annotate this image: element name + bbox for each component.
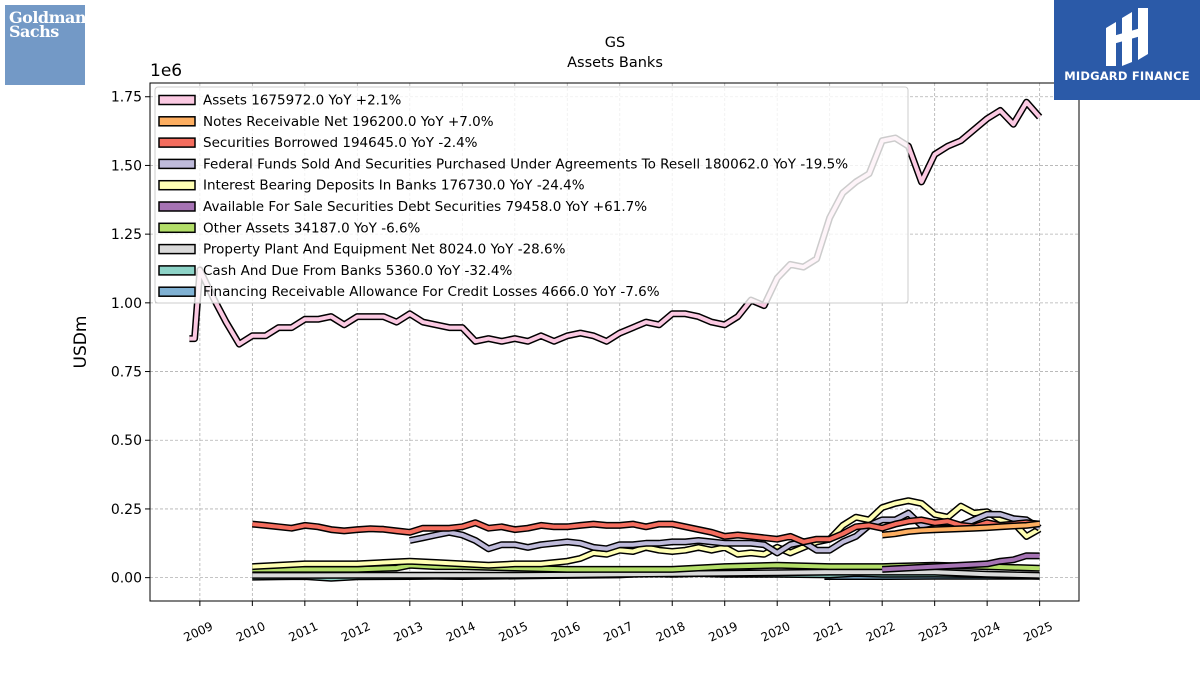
legend-swatch <box>158 243 196 255</box>
x-tick-label: 2023 <box>916 619 950 645</box>
x-tick-label: 2021 <box>811 619 845 645</box>
chart-subtitle: Assets Banks <box>567 55 663 71</box>
y-tick-label: 1.50 <box>111 158 142 174</box>
legend-label: Cash And Due From Banks 5360.0 YoY -32.4… <box>203 263 512 279</box>
plot-frame <box>149 82 1080 602</box>
legend-swatch <box>158 116 196 127</box>
legend-swatch <box>158 286 196 297</box>
legend-frame <box>154 86 909 304</box>
midgard-emblem-icon <box>1106 8 1148 66</box>
y-offset-label: 1e6 <box>150 61 182 81</box>
series-line <box>252 498 1041 569</box>
y-tick-label: 1.25 <box>111 227 142 243</box>
x-tick-label: 2025 <box>1021 619 1055 645</box>
legend-label: Federal Funds Sold And Securities Purcha… <box>203 156 848 172</box>
x-tick-label: 2010 <box>234 619 268 645</box>
legend-swatch <box>158 222 196 234</box>
x-tick-label: 2016 <box>549 619 583 645</box>
legend-label: Interest Bearing Deposits In Banks 17673… <box>203 178 585 194</box>
x-tick-label: 2013 <box>391 619 425 645</box>
series-line <box>882 521 1040 537</box>
x-tick-label: 2017 <box>601 619 635 645</box>
x-tick-label: 2009 <box>182 619 216 645</box>
legend-label: Other Assets 34187.0 YoY -6.6% <box>203 220 421 236</box>
series-line <box>252 570 1040 578</box>
legend-swatch <box>158 201 196 212</box>
y-tick-label: 1.00 <box>111 296 142 312</box>
x-tick-label: 2018 <box>654 619 688 645</box>
series-line <box>882 553 1040 572</box>
legend-swatch <box>158 94 196 106</box>
x-tick-label: 2019 <box>706 619 740 645</box>
x-tick-label: 2020 <box>759 619 793 645</box>
goldman-sachs-logo: Goldman Sachs <box>5 5 87 85</box>
legend-label: Property Plant And Equipment Net 8024.0 … <box>203 242 566 258</box>
legend-label: Assets 1675972.0 YoY +2.1% <box>203 93 402 109</box>
x-tick-label: 2024 <box>969 619 1003 645</box>
logo-text-bottom: Sachs <box>9 22 59 41</box>
legend: Assets 1675972.0 YoY +2.1% Notes Receivab… <box>154 86 909 304</box>
legend-label: Available For Sale Securities Debt Secur… <box>203 199 647 215</box>
legend-label: Financing Receivable Allowance For Credi… <box>203 284 660 300</box>
midgard-finance-logo: MIDGARD FINANCE <box>1054 0 1200 100</box>
x-tick-label: 2014 <box>444 619 478 645</box>
legend-label: Notes Receivable Net 196200.0 YoY +7.0% <box>203 114 494 130</box>
legend-label: Securities Borrowed 194645.0 YoY -2.4% <box>203 135 478 151</box>
y-tick-label: 0.25 <box>111 502 142 518</box>
logo-text-top: Goldman <box>9 8 87 27</box>
legend-swatch <box>158 158 196 170</box>
y-axis-label: USDm <box>71 316 91 369</box>
legend-swatch <box>158 137 196 148</box>
x-tick-label: 2012 <box>339 619 373 645</box>
y-tick-label: 0.75 <box>111 365 142 381</box>
y-ticks: 0.00 0.25 0.50 0.75 1.00 1.25 1.50 1.75 <box>111 90 150 587</box>
y-tick-label: 0.00 <box>111 571 142 587</box>
x-ticks: 2009 2010 2011 2012 2013 2014 2015 2016 2017 2018… <box>182 601 1055 645</box>
x-tick-label: 2011 <box>286 619 320 645</box>
legend-swatch <box>158 265 196 276</box>
y-tick-label: 0.50 <box>111 433 142 449</box>
x-tick-label: 2022 <box>864 619 898 645</box>
y-tick-label: 1.75 <box>111 90 142 106</box>
series-line <box>252 517 1040 544</box>
x-tick-label: 2015 <box>496 619 530 645</box>
legend-swatch <box>158 179 196 191</box>
midgard-finance-wordmark: MIDGARD FINANCE <box>1064 69 1190 83</box>
chart-title: GS <box>605 35 625 51</box>
